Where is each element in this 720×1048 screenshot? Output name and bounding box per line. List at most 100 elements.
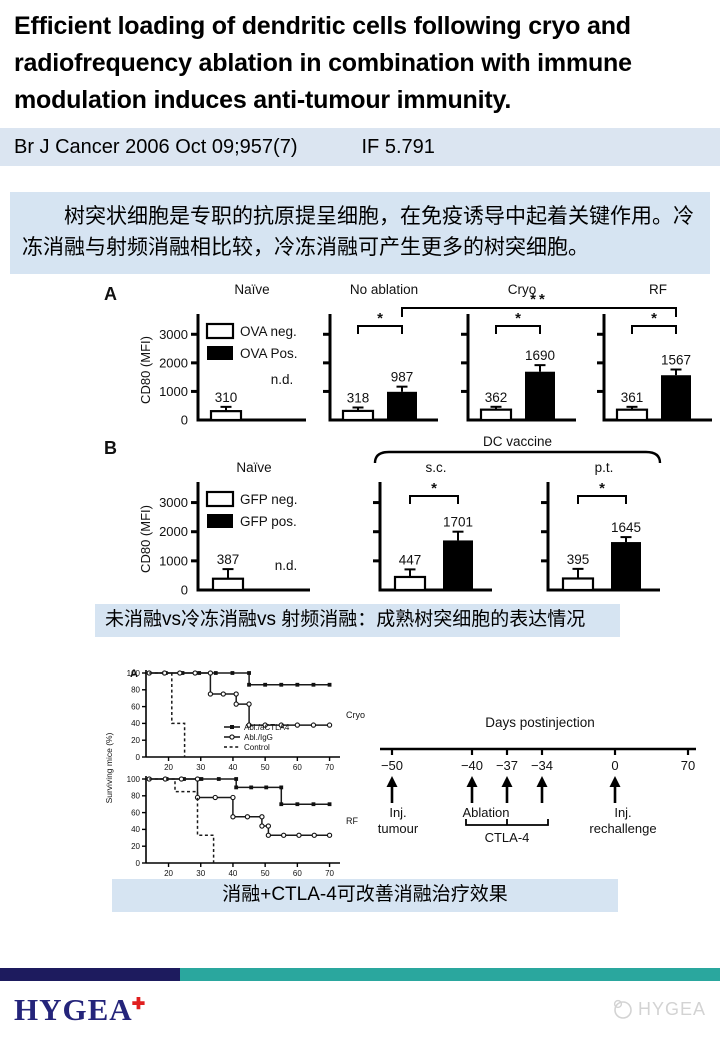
svg-text:3000: 3000 — [159, 495, 188, 510]
svg-text:CTLA-4: CTLA-4 — [485, 830, 530, 845]
hygea-watermark-text: HYGEA — [637, 998, 706, 1019]
footer-bar-navy-segment — [0, 968, 180, 981]
footer-bar-teal-segment — [180, 968, 720, 981]
svg-text:20: 20 — [164, 763, 173, 772]
slide-root: Efficient loading of dendritic cells fol… — [0, 8, 720, 1027]
svg-text:40: 40 — [131, 825, 140, 834]
svg-text:Surviving mice (%): Surviving mice (%) — [104, 732, 114, 803]
svg-text:−40: −40 — [461, 758, 483, 773]
svg-text:**: ** — [530, 291, 548, 308]
experiment-timeline-diagram: Days postinjection−50 −40 −37 −34 0 70Inj.tum… — [378, 715, 696, 845]
svg-text:Ablation: Ablation — [463, 805, 510, 820]
svg-text:60: 60 — [293, 869, 302, 878]
svg-text:1690: 1690 — [525, 348, 555, 363]
hygea-watermark-emblem-icon — [613, 999, 632, 1019]
footer-divider-bar — [0, 968, 720, 981]
svg-text:447: 447 — [399, 552, 422, 567]
svg-text:−37: −37 — [496, 758, 518, 773]
svg-text:CD80 (MFI): CD80 (MFI) — [138, 505, 153, 573]
svg-text:60: 60 — [131, 702, 140, 711]
svg-text:Control: Control — [244, 743, 270, 752]
svg-text:*: * — [599, 480, 605, 497]
svg-text:395: 395 — [567, 552, 590, 567]
svg-text:100: 100 — [127, 669, 141, 678]
summary-text: 树突状细胞是专职的抗原提呈细胞，在免疫诱导中起着关键作用。冷冻消融与射频消融相比… — [22, 205, 694, 259]
svg-text:Naïve: Naïve — [234, 282, 269, 297]
svg-text:318: 318 — [347, 390, 370, 405]
svg-text:CD80 (MFI): CD80 (MFI) — [138, 336, 153, 404]
svg-text:361: 361 — [621, 390, 644, 405]
svg-text:0: 0 — [181, 583, 188, 598]
svg-text:0: 0 — [611, 758, 618, 773]
svg-text:*: * — [515, 310, 521, 327]
svg-text:1000: 1000 — [159, 553, 188, 568]
svg-text:B: B — [104, 438, 117, 458]
svg-text:0: 0 — [136, 859, 141, 868]
svg-text:40: 40 — [131, 719, 140, 728]
svg-text:60: 60 — [131, 808, 140, 817]
svg-text:80: 80 — [131, 792, 140, 801]
cd80-bar-chart-panel-a: 0 1000 2000 3000 CD80 (MFI) OVA neg. OVA Pos. N… — [104, 282, 712, 428]
svg-text:2000: 2000 — [159, 524, 188, 539]
figure2-caption: 消融+CTLA-4可改善消融治疗效果 — [112, 879, 618, 912]
svg-text:60: 60 — [293, 763, 302, 772]
svg-text:OVA neg.: OVA neg. — [240, 324, 297, 339]
svg-text:p.t.: p.t. — [595, 460, 614, 475]
svg-text:DC vaccine: DC vaccine — [483, 434, 552, 449]
survival-curves-chart: 0 20 40 60 80 100 20 30 40 50 60 70 Cryo 0 20 40 60 80 100… — [104, 668, 365, 878]
svg-text:Abl./aCTLA4: Abl./aCTLA4 — [244, 723, 290, 732]
svg-text:362: 362 — [485, 390, 508, 405]
svg-text:1000: 1000 — [159, 384, 188, 399]
svg-text:GFP neg.: GFP neg. — [240, 492, 298, 507]
svg-text:Days postinjection: Days postinjection — [485, 715, 595, 730]
citation-bar: Br J Cancer 2006 Oct 09;957(7) IF 5.791 — [0, 128, 720, 166]
svg-text:Inj.: Inj. — [614, 805, 631, 820]
svg-text:30: 30 — [196, 869, 205, 878]
svg-text:1701: 1701 — [443, 515, 473, 530]
svg-text:Cryo: Cryo — [508, 282, 537, 297]
svg-text:50: 50 — [261, 763, 270, 772]
figure2-survival-timeline: 0 20 40 60 80 100 20 30 40 50 60 70 Cryo 0 20 40 60 80 100… — [0, 659, 720, 878]
svg-text:70: 70 — [325, 869, 334, 878]
svg-text:A: A — [104, 284, 117, 304]
svg-text:GFP pos.: GFP pos. — [240, 514, 297, 529]
svg-text:0: 0 — [136, 753, 141, 762]
summary-box: 树突状细胞是专职的抗原提呈细胞，在免疫诱导中起着关键作用。冷冻消融与射频消融相比… — [10, 192, 710, 274]
svg-text:A: A — [130, 668, 138, 680]
svg-text:100: 100 — [127, 775, 141, 784]
svg-text:No ablation: No ablation — [350, 282, 418, 297]
footer: HYGEA✚ HYGEA — [0, 968, 720, 1048]
svg-text:3000: 3000 — [159, 327, 188, 342]
figure1-caption: 未消融vs冷冻消融vs 射频消融：成熟树突细胞的表达情况 — [95, 604, 620, 637]
hygea-logo-text: HYGEA — [14, 992, 133, 1027]
svg-text:50: 50 — [261, 869, 270, 878]
hygea-logo: HYGEA✚ — [14, 992, 146, 1028]
svg-text:30: 30 — [196, 763, 205, 772]
svg-text:40: 40 — [228, 763, 237, 772]
svg-text:40: 40 — [228, 869, 237, 878]
hygea-watermark: HYGEA — [611, 998, 706, 1020]
svg-text:0: 0 — [181, 413, 188, 428]
svg-text:20: 20 — [131, 736, 140, 745]
svg-text:310: 310 — [215, 390, 238, 405]
svg-text:70: 70 — [681, 758, 695, 773]
figure1-bar-charts: 0 1000 2000 3000 CD80 (MFI) OVA neg. OVA Pos. N… — [90, 280, 720, 602]
svg-text:387: 387 — [217, 552, 240, 567]
svg-text:70: 70 — [325, 763, 334, 772]
svg-text:Abl./IgG: Abl./IgG — [244, 733, 273, 742]
svg-text:Inj.: Inj. — [389, 805, 406, 820]
svg-text:RF: RF — [649, 282, 667, 297]
svg-text:rechallenge: rechallenge — [589, 821, 656, 836]
svg-text:−34: −34 — [531, 758, 553, 773]
svg-text:987: 987 — [391, 370, 414, 385]
svg-text:tumour: tumour — [378, 821, 419, 836]
red-cross-icon: ✚ — [131, 995, 147, 1013]
svg-text:n.d.: n.d. — [275, 558, 298, 573]
svg-text:s.c.: s.c. — [425, 460, 446, 475]
svg-text:20: 20 — [164, 869, 173, 878]
svg-text:*: * — [431, 480, 437, 497]
svg-text:−50: −50 — [381, 758, 403, 773]
impact-factor: IF 5.791 — [361, 135, 435, 158]
svg-text:n.d.: n.d. — [271, 372, 294, 387]
paper-title: Efficient loading of dendritic cells fol… — [14, 12, 632, 114]
